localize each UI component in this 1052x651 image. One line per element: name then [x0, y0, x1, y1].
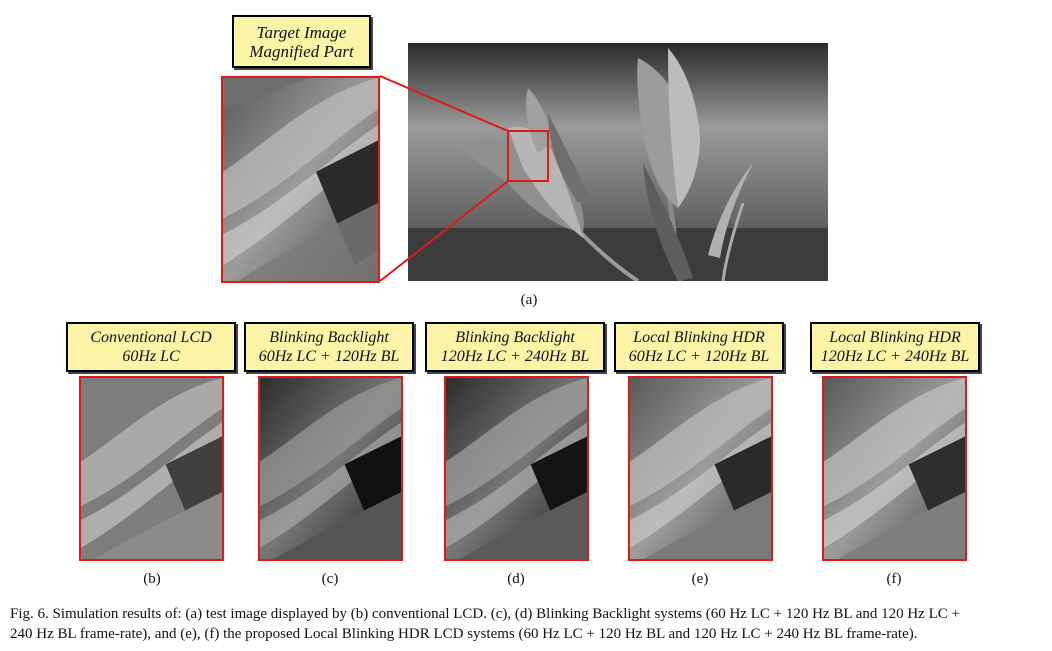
figure-caption: Fig. 6. Simulation results of: (a) test … — [10, 604, 1045, 644]
label-line-1: Local Blinking HDR — [633, 329, 765, 346]
label-line-2: 60Hz LC — [122, 348, 180, 365]
sub-label-c: (c) — [321, 571, 339, 587]
label-line-2: Magnified Part — [249, 41, 354, 61]
label-line-1: Blinking Backlight — [455, 329, 575, 346]
sub-label-a: (a) — [520, 292, 538, 308]
panel-c-image — [258, 376, 403, 561]
panel-b-image — [79, 376, 224, 561]
label-line-2: 120Hz LC + 240Hz BL — [440, 348, 590, 365]
sub-label-e: (e) — [691, 571, 709, 587]
label-line-2: 60Hz LC + 120Hz BL — [628, 348, 770, 365]
panel-b-label: Conventional LCD 60Hz LC — [66, 322, 236, 372]
panel-d-label: Blinking Backlight 120Hz LC + 240Hz BL — [425, 322, 605, 372]
sub-label-d: (d) — [507, 571, 525, 587]
panel-f-label: Local Blinking HDR 120Hz LC + 240Hz BL — [810, 322, 980, 372]
sub-label-b: (b) — [143, 571, 161, 587]
label-line-1: Conventional LCD — [90, 329, 212, 346]
panel-c-label: Blinking Backlight 60Hz LC + 120Hz BL — [244, 322, 414, 372]
caption-line-2: 240 Hz BL frame-rate), and (e), (f) the … — [10, 626, 918, 642]
panel-e-label: Local Blinking HDR 60Hz LC + 120Hz BL — [614, 322, 784, 372]
target-tulip-photo — [408, 43, 828, 281]
panel-e-image — [628, 376, 773, 561]
label-line-2: 60Hz LC + 120Hz BL — [258, 348, 400, 365]
panel-f-image — [822, 376, 967, 561]
sub-label-f: (f) — [886, 571, 902, 587]
panel-d-image — [444, 376, 589, 561]
label-line-1: Local Blinking HDR — [829, 329, 961, 346]
magnified-part-label: Target Image Magnified Part — [232, 15, 371, 68]
label-line-1: Blinking Backlight — [269, 329, 389, 346]
label-line-2: 120Hz LC + 240Hz BL — [820, 348, 970, 365]
magnified-petal-image — [221, 76, 380, 283]
caption-line-1: Fig. 6. Simulation results of: (a) test … — [10, 606, 960, 622]
label-line-1: Target Image — [256, 22, 347, 42]
